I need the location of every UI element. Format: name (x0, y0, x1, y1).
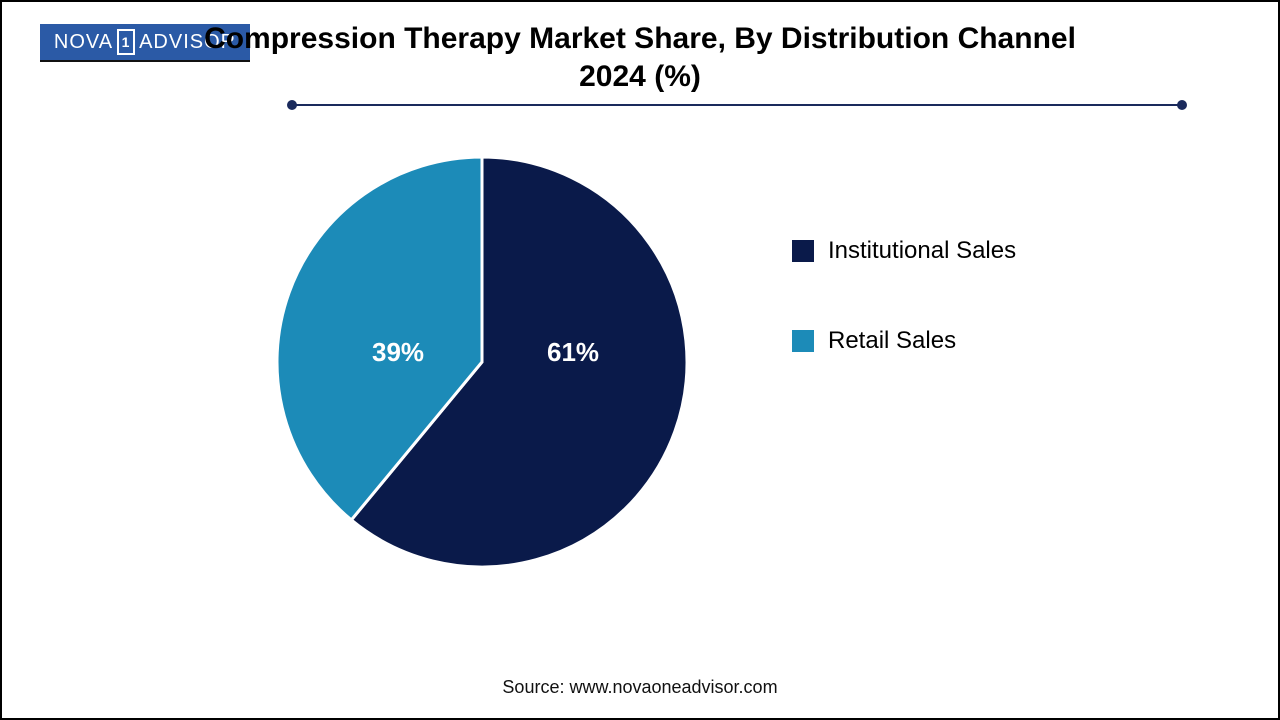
legend-label: Institutional Sales (828, 237, 1016, 265)
legend-item: Retail Sales (792, 327, 1016, 355)
pie-svg (262, 142, 702, 582)
title-line-2: 2024 (%) (2, 58, 1278, 96)
legend-item: Institutional Sales (792, 237, 1016, 265)
title-underline (292, 100, 1182, 110)
pie-chart: 61% 39% (262, 142, 702, 582)
chart-title: Compression Therapy Market Share, By Dis… (2, 20, 1278, 95)
underline-dot-left (287, 100, 297, 110)
underline-bar (292, 104, 1182, 106)
chart-frame: NOVA 1 ADVISOR Compression Therapy Marke… (0, 0, 1280, 720)
legend: Institutional Sales Retail Sales (792, 237, 1016, 417)
title-line-1: Compression Therapy Market Share, By Dis… (2, 20, 1278, 58)
slice-value-label: 61% (547, 337, 599, 368)
source-text: Source: www.novaoneadvisor.com (2, 677, 1278, 698)
underline-dot-right (1177, 100, 1187, 110)
legend-label: Retail Sales (828, 327, 956, 355)
legend-swatch (792, 330, 814, 352)
slice-value-label: 39% (372, 337, 424, 368)
legend-swatch (792, 240, 814, 262)
